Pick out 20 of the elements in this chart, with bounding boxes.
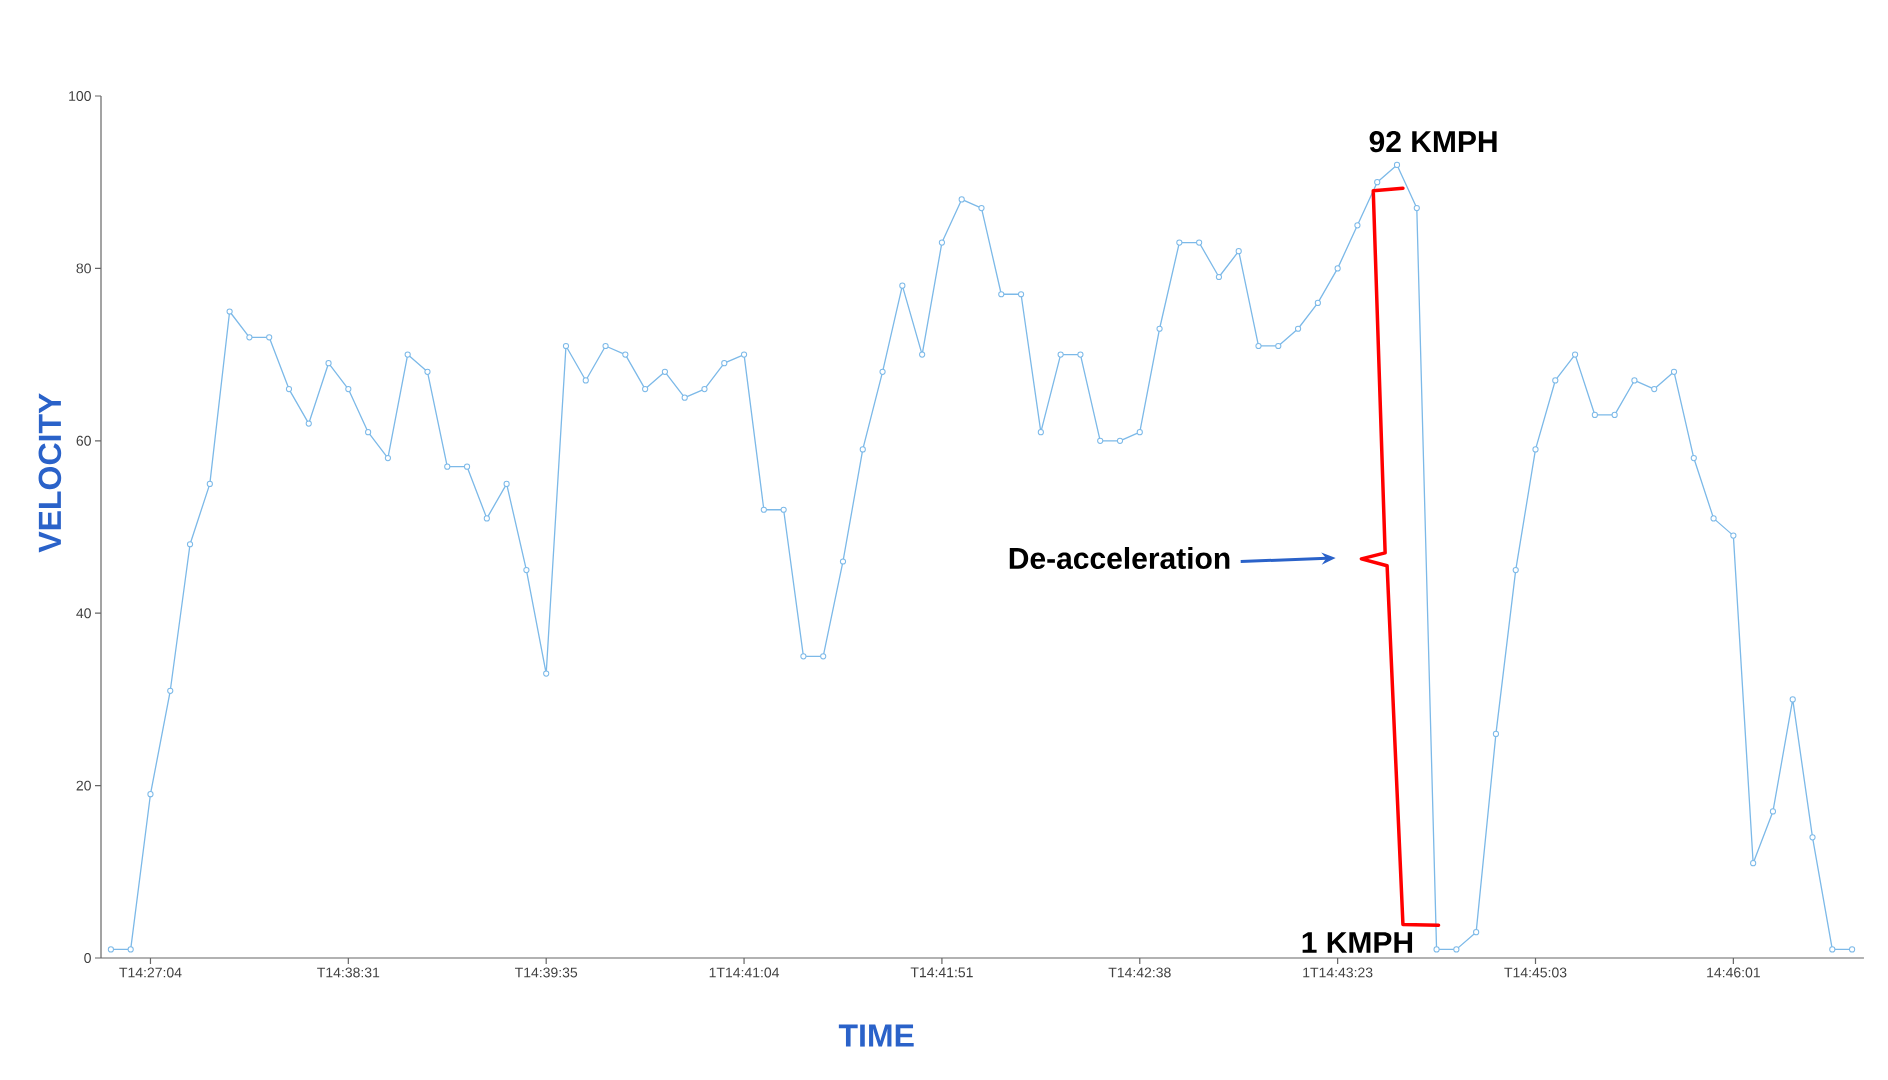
x-tick-label: T14:38:31 — [317, 967, 380, 978]
y-tick-label: 0 — [84, 953, 91, 963]
x-tick-label: 1T14:43:23 — [1303, 967, 1373, 978]
annotation: 92 KMPH — [1369, 131, 1497, 153]
x-tick-label: 14:46:01 — [1707, 967, 1760, 978]
x-axis-title: TIME — [838, 1024, 914, 1047]
x-tick-label: T14:45:03 — [1504, 967, 1567, 978]
y-axis-title: VELOCITY — [38, 393, 62, 553]
y-tick-label: 80 — [76, 263, 91, 274]
annotation: De-acceleration — [1009, 547, 1230, 570]
y-tick-label: 60 — [76, 435, 91, 446]
x-tick-label: 1T14:41:04 — [709, 967, 780, 978]
y-tick-label: 100 — [69, 91, 91, 101]
x-tick-label: T14:39:35 — [514, 967, 578, 978]
y-tick-label: 40 — [76, 608, 91, 619]
y-tick-label: 20 — [76, 780, 91, 791]
annotation: 1 KMPH — [1302, 932, 1413, 953]
x-tick-label: T14:42:38 — [1108, 967, 1171, 978]
x-tick-label: T14:41:51 — [910, 967, 973, 978]
x-tick-label: T14:27:04 — [119, 967, 182, 978]
